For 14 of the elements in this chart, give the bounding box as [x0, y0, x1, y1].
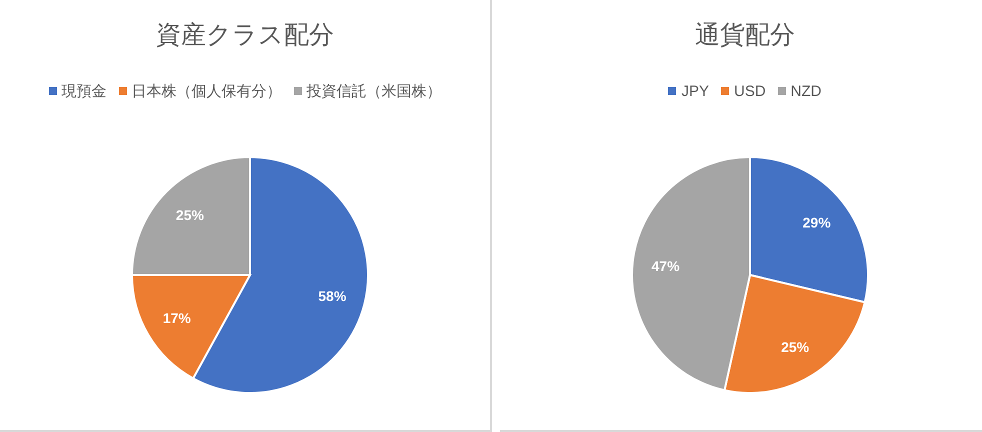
- legend-label: 現預金: [62, 82, 106, 100]
- data-label: 58%: [318, 288, 347, 304]
- legend-label: NZD: [790, 82, 822, 100]
- data-label: 17%: [162, 310, 192, 326]
- data-label: 29%: [802, 214, 832, 230]
- legend-label: JPY: [681, 82, 709, 100]
- data-label: 25%: [781, 338, 810, 355]
- chart-title: 通貨配分: [694, 20, 796, 51]
- data-label: 47%: [652, 258, 680, 274]
- legend-label: 日本株（個人保有分）: [132, 82, 282, 100]
- chart-title: 資産クラス配分: [155, 20, 335, 51]
- data-label: 25%: [176, 206, 204, 223]
- legend-label: 投資信託（米国株）: [306, 82, 442, 100]
- legend-label: USD: [734, 82, 766, 100]
